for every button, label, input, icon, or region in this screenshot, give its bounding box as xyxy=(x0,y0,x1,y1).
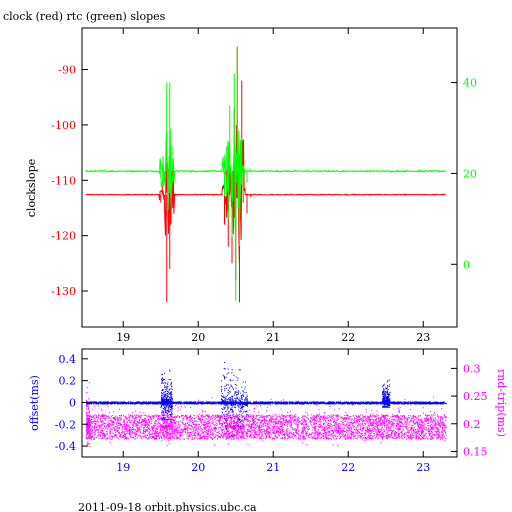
x-tick-label: 23 xyxy=(416,331,430,344)
x-tick-label: 19 xyxy=(116,331,130,344)
slopes-y-axis-label: clockslope xyxy=(25,159,38,217)
y-tick-label: -0.2 xyxy=(55,418,76,431)
offset-y-axis-label: offset(ms) xyxy=(28,375,41,431)
y2-tick-label: 20 xyxy=(463,167,477,180)
y-tick-label: -130 xyxy=(51,285,76,298)
y-tick-label: 0.4 xyxy=(59,353,77,366)
y-tick-label: -120 xyxy=(51,230,76,243)
x-tick-label: 20 xyxy=(191,461,205,474)
slopes-panel: 19 20 21 22 23 -90 -100 -110 -120 -130 40 20 0 clock… xyxy=(25,27,477,344)
y2-tick-label: 0.25 xyxy=(463,390,488,403)
y2-tick-label: 0.2 xyxy=(463,418,481,431)
offset-plot-frame xyxy=(81,348,458,458)
y2-tick-label: 40 xyxy=(463,77,477,90)
rnd-trip-y-axis-label: rnd-trip(ms) xyxy=(495,369,508,437)
y-tick-label: 0.2 xyxy=(59,375,77,388)
series-line-rtc xyxy=(85,128,446,231)
x-tick-label: 20 xyxy=(191,331,205,344)
y2-tick-label: 0 xyxy=(463,258,470,271)
x-tick-label: 21 xyxy=(266,461,280,474)
y-tick-label: -100 xyxy=(51,119,76,132)
x-tick-label: 21 xyxy=(266,331,280,344)
chart-title: clock (red) rtc (green) slopes xyxy=(3,10,166,23)
y2-tick-label: 0.15 xyxy=(463,445,488,458)
x-tick-label: 22 xyxy=(341,331,355,344)
slopes-plot-frame xyxy=(81,27,458,328)
x-tick-label: 19 xyxy=(116,461,130,474)
series-dots-rnd-trip xyxy=(85,382,447,447)
x-tick-label: 22 xyxy=(341,461,355,474)
series-points-rnd-trip xyxy=(85,382,447,447)
y2-tick-label: 0.3 xyxy=(463,362,481,375)
x-tick-label: 23 xyxy=(416,461,430,474)
y-tick-label: 0 xyxy=(69,396,76,409)
footer-text: 2011-09-18 orbit.physics.ubc.ca xyxy=(78,501,257,512)
offset-panel: 19 20 21 22 230.40.20-0.2-0.40.30.250.20.15 … xyxy=(28,348,508,474)
y-tick-label: -0.4 xyxy=(55,440,76,453)
y-tick-label: -90 xyxy=(58,64,76,77)
series-line-clock xyxy=(85,125,446,262)
y-tick-label: -110 xyxy=(51,174,76,187)
